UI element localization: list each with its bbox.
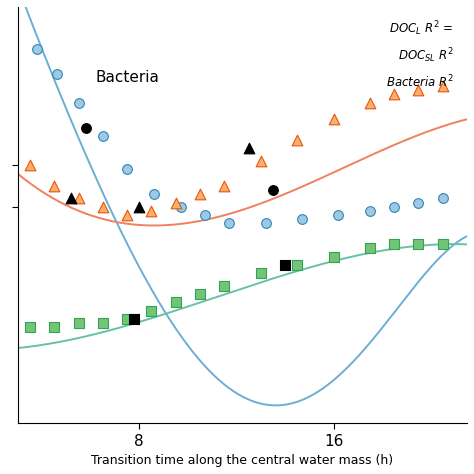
Text: $DOC_L$ $R^2$ =
$DOC_{SL}$ $R^2$
Bacteria $R^2$: $DOC_L$ $R^2$ = $DOC_{SL}$ $R^2$ Bacteri… (385, 19, 454, 90)
Point (257, 270, 264, 277)
Point (123, 211, 131, 219)
Point (269, 186, 277, 194)
Point (75, 319, 82, 327)
Point (391, 203, 398, 210)
Point (172, 299, 180, 306)
Point (150, 191, 158, 198)
Point (201, 211, 209, 219)
Point (51, 182, 58, 190)
Point (245, 145, 252, 152)
Point (415, 86, 422, 94)
Point (220, 282, 228, 290)
Point (196, 191, 204, 198)
Point (147, 207, 155, 215)
Point (330, 116, 337, 123)
Point (99, 132, 107, 140)
Point (53, 70, 61, 77)
Point (75, 194, 82, 202)
Point (415, 240, 422, 248)
Text: Bacteria: Bacteria (96, 70, 159, 85)
Point (439, 240, 447, 248)
Point (225, 219, 233, 227)
Point (293, 261, 301, 269)
Point (131, 315, 138, 323)
Point (439, 194, 447, 202)
Point (51, 324, 58, 331)
Point (366, 245, 374, 252)
Point (26, 324, 34, 331)
Point (366, 99, 374, 107)
Point (293, 137, 301, 144)
Point (366, 207, 374, 215)
Point (26, 161, 34, 169)
Point (257, 157, 264, 164)
Point (99, 203, 107, 210)
Point (136, 203, 143, 210)
Point (335, 211, 342, 219)
Point (75, 99, 82, 107)
Point (123, 165, 131, 173)
Point (196, 290, 204, 298)
Point (281, 261, 289, 269)
Point (123, 315, 131, 323)
Point (391, 240, 398, 248)
Point (177, 203, 184, 210)
Point (147, 307, 155, 315)
Point (298, 215, 306, 223)
Point (262, 219, 269, 227)
Point (172, 199, 180, 206)
Point (415, 199, 422, 206)
Point (330, 253, 337, 260)
Point (67, 194, 75, 202)
Point (82, 124, 90, 131)
Point (439, 82, 447, 90)
Point (99, 319, 107, 327)
Point (34, 45, 41, 52)
Point (220, 182, 228, 190)
X-axis label: Transition time along the central water mass (h): Transition time along the central water … (91, 454, 393, 467)
Point (391, 91, 398, 98)
